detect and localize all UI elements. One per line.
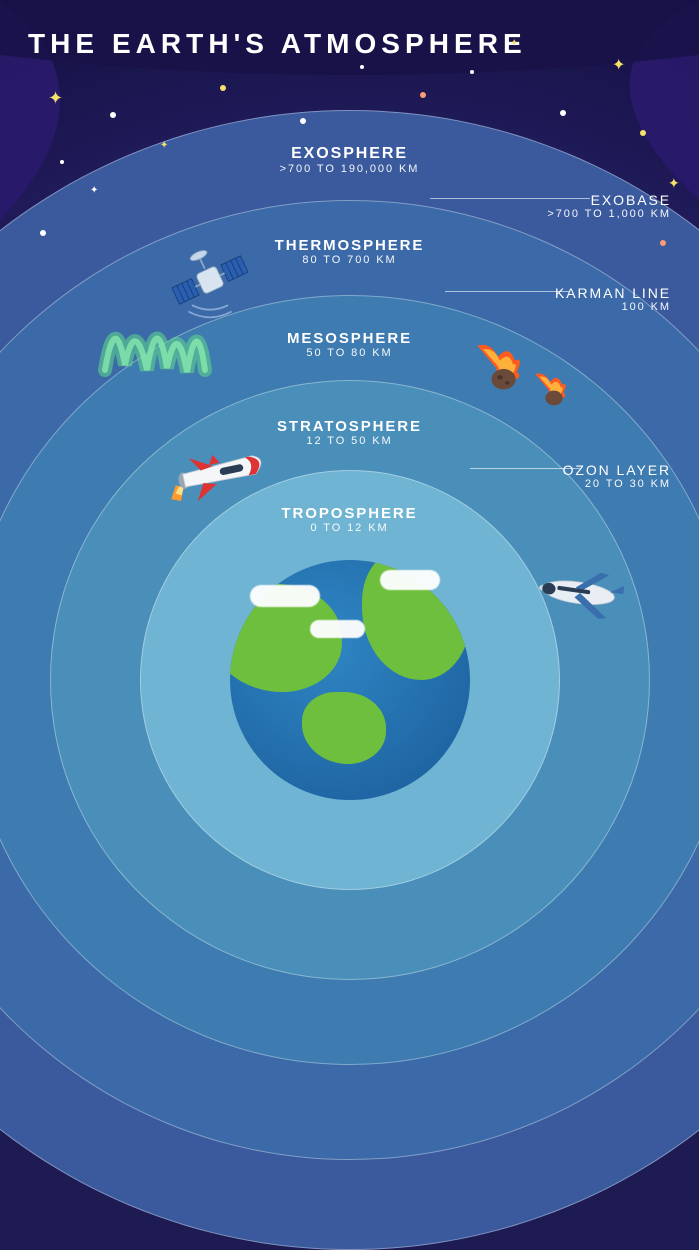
boundary-range: 20 TO 30 KM — [563, 478, 671, 490]
airplane-icon — [525, 560, 635, 626]
layer-range: 80 TO 700 KM — [220, 254, 480, 266]
star-dot — [360, 65, 364, 69]
cloud-icon — [310, 620, 365, 638]
star-dot — [470, 70, 474, 74]
layer-name: MESOSPHERE — [220, 330, 480, 347]
star-icon: ✦ — [668, 175, 682, 192]
layer-label-troposphere: TROPOSPHERE0 TO 12 KM — [220, 505, 480, 534]
star-icon: ✦ — [160, 140, 170, 151]
boundary-name: EXOBASE — [547, 192, 671, 208]
star-dot — [40, 230, 46, 236]
star-icon: ✦ — [612, 55, 627, 75]
boundary-label-exobase: EXOBASE>700 TO 1,000 KM — [547, 192, 671, 220]
star-dot — [660, 240, 666, 246]
layer-range: 0 TO 12 KM — [220, 522, 480, 534]
leader-line — [445, 291, 570, 292]
boundary-name: OZON LAYER — [563, 462, 671, 478]
star-dot — [220, 85, 226, 91]
star-dot — [640, 130, 646, 136]
star-dot — [60, 160, 64, 164]
boundary-label-ozon-layer: OZON LAYER20 TO 30 KM — [563, 462, 671, 490]
layer-range: >700 TO 190,000 KM — [220, 163, 480, 175]
layer-name: THERMOSPHERE — [220, 237, 480, 254]
layer-name: TROPOSPHERE — [220, 505, 480, 522]
star-dot — [420, 92, 426, 98]
meteor-icon — [530, 370, 570, 410]
star-dot — [560, 110, 566, 116]
star-dot — [300, 118, 306, 124]
meteor-icon — [470, 340, 526, 396]
star-icon: ✦ — [48, 88, 65, 109]
boundary-range: 100 KM — [555, 301, 671, 313]
layer-name: EXOSPHERE — [220, 145, 480, 163]
satellite-icon — [165, 235, 255, 325]
star-icon: ✦ — [90, 185, 100, 196]
atmosphere-diagram: THE EARTH'S ATMOSPHERE EXOSPHERE>700 TO … — [0, 0, 699, 685]
cloud-icon — [250, 585, 320, 607]
layer-label-thermosphere: THERMOSPHERE80 TO 700 KM — [220, 237, 480, 266]
boundary-label-karman-line: KARMAN LINE100 KM — [555, 285, 671, 313]
shuttle-icon — [165, 440, 275, 506]
layer-label-exosphere: EXOSPHERE>700 TO 190,000 KM — [220, 145, 480, 175]
layer-range: 50 TO 80 KM — [220, 347, 480, 359]
boundary-name: KARMAN LINE — [555, 285, 671, 301]
star-dot — [110, 112, 116, 118]
layer-name: STRATOSPHERE — [220, 418, 480, 435]
boundary-range: >700 TO 1,000 KM — [547, 208, 671, 220]
diagram-title: THE EARTH'S ATMOSPHERE — [28, 28, 527, 60]
star-icon: ✦ — [510, 38, 520, 49]
cloud-icon — [380, 570, 440, 590]
layer-label-mesosphere: MESOSPHERE50 TO 80 KM — [220, 330, 480, 359]
